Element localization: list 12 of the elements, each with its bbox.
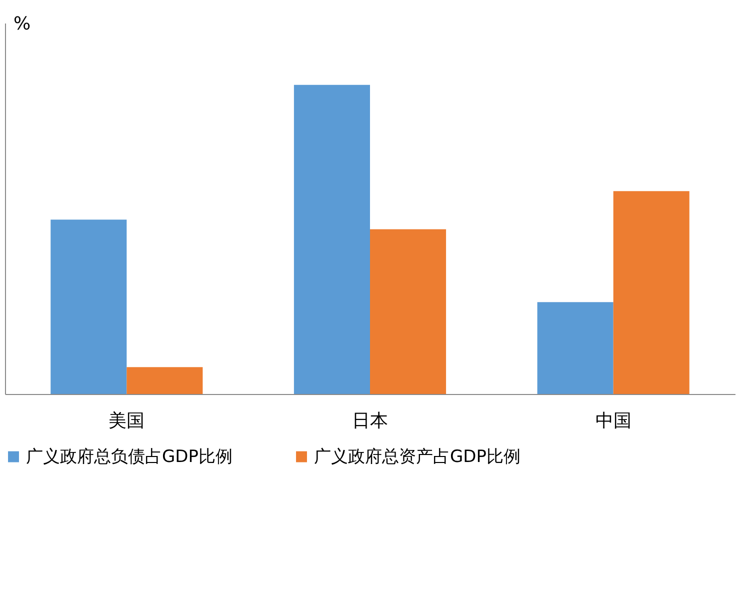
bar bbox=[537, 302, 614, 394]
x-tick-label: 日本 bbox=[352, 410, 388, 432]
x-tick-label: 中国 bbox=[595, 410, 632, 432]
legend-label: 广义政府总负债占GDP比例 bbox=[26, 446, 233, 467]
y-axis-title: % bbox=[14, 14, 31, 34]
legend-label: 广义政府总资产占GDP比例 bbox=[314, 446, 521, 467]
bar bbox=[370, 229, 446, 394]
bar bbox=[126, 367, 203, 394]
bar bbox=[294, 84, 370, 394]
bar bbox=[50, 220, 127, 394]
x-tick-label: 美国 bbox=[108, 410, 145, 432]
bar bbox=[613, 191, 690, 394]
